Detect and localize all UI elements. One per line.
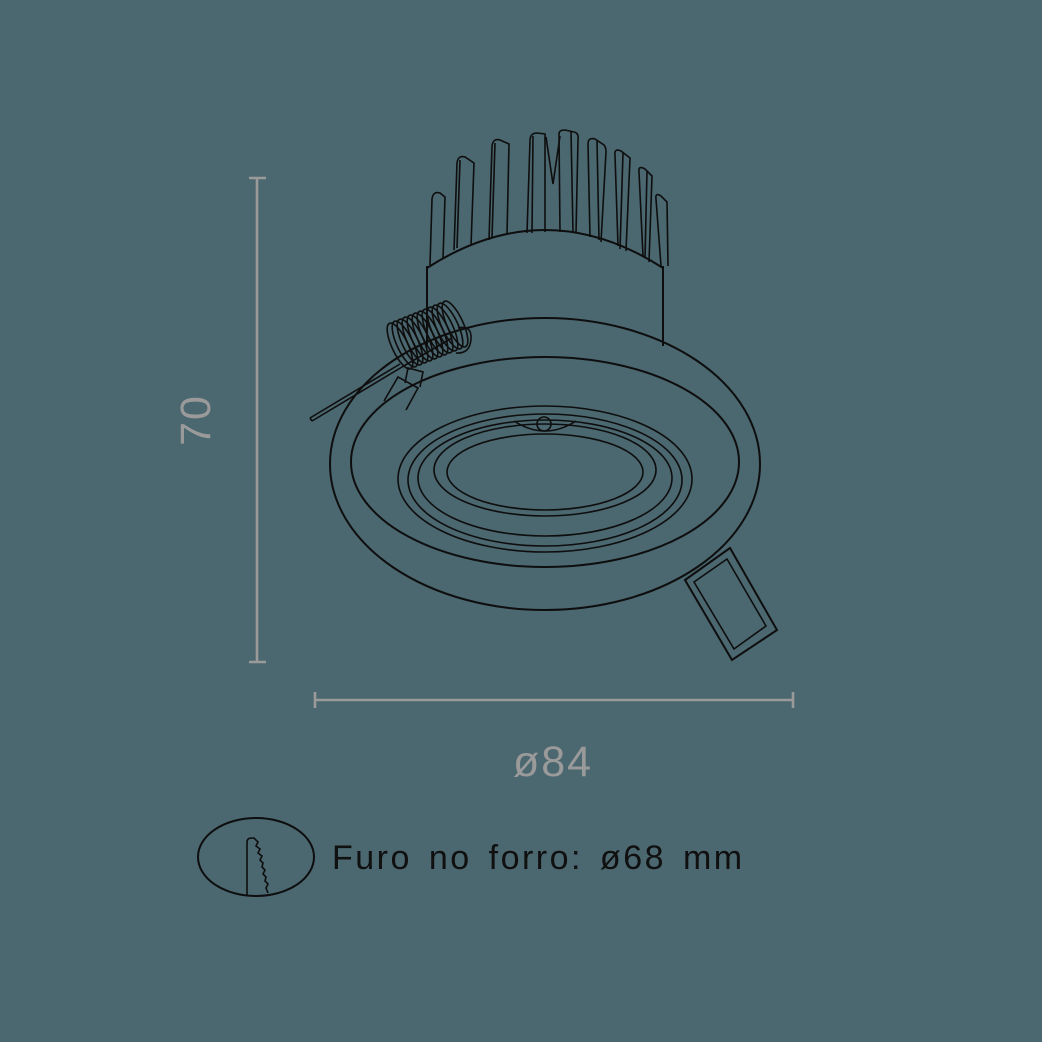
trim-ring bbox=[329, 317, 761, 611]
downlight-drawing bbox=[309, 129, 779, 662]
diameter-dimension: ø84 bbox=[313, 692, 795, 786]
screw-detail bbox=[513, 416, 577, 432]
height-dimension: 70 bbox=[172, 176, 266, 664]
spring-clip bbox=[309, 300, 472, 422]
ceiling-cutout-icon bbox=[197, 817, 315, 897]
mounting-tab bbox=[683, 546, 779, 662]
diameter-dimension-label: ø84 bbox=[513, 738, 593, 786]
cutout-note-text: Furo no forro: ø68 mm bbox=[332, 839, 745, 877]
height-dimension-label: 70 bbox=[172, 394, 220, 446]
heatsink-fins bbox=[429, 129, 669, 267]
cutout-note: Furo no forro: ø68 mm bbox=[197, 817, 745, 897]
